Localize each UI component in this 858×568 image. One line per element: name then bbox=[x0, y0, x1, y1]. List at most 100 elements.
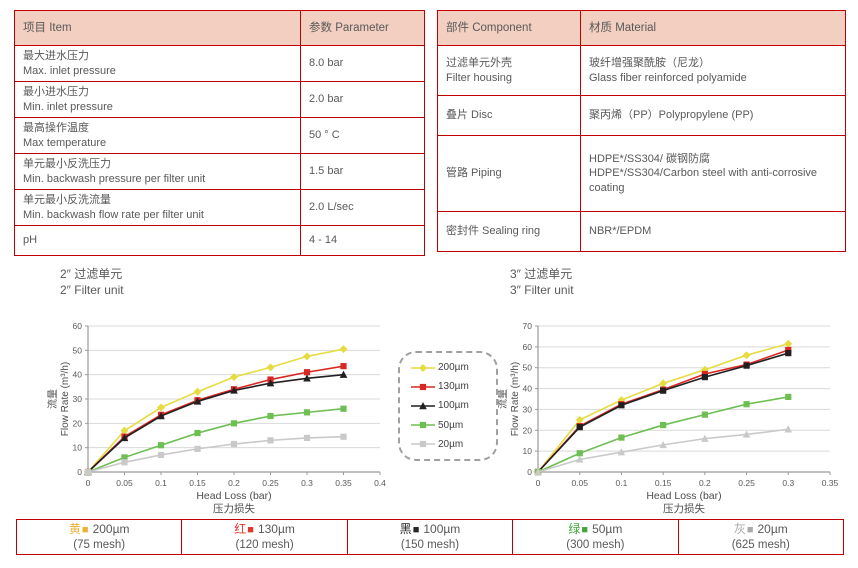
legend-marker-icon bbox=[411, 441, 435, 448]
spec-table: 项目 Item 参数 Parameter 最大进水压力 Max. inlet p… bbox=[14, 10, 425, 256]
material-header-material: 材质 Material bbox=[580, 10, 846, 46]
legend-item: 20µm bbox=[410, 439, 496, 450]
flow-rate-chart-3inch: 0 10 20 30 40 50 60 70 0 0.05 0.1 0.15 0.2 0.25 0.3 0.3… bbox=[496, 321, 839, 515]
chart-legend: 200µm 130µm 100µm 50µm 20µm bbox=[398, 351, 498, 461]
svg-text:流量: 流量 bbox=[46, 389, 59, 409]
svg-text:60: 60 bbox=[523, 342, 533, 352]
spec-item-cell: 单元最小反洗流量 Min. backwash flow rate per fil… bbox=[14, 189, 301, 226]
component-cell: 管路 Piping bbox=[437, 135, 581, 212]
legend-marker-icon bbox=[411, 401, 435, 410]
legend-item: 130µm bbox=[410, 381, 496, 392]
table-row: 最高操作温度 Max temperature 50 ° C bbox=[14, 117, 425, 154]
color-name-zh: 灰 bbox=[733, 522, 746, 536]
spec-value-cell: 8.0 bar bbox=[300, 45, 425, 82]
table-row: 叠片 Disc 聚丙烯（PP）Polypropylene (PP) bbox=[437, 95, 846, 136]
svg-text:压力损失: 压力损失 bbox=[663, 502, 705, 515]
legend-marker-icon bbox=[411, 383, 435, 390]
footer-legend-entry: 红■ 130µm bbox=[182, 522, 346, 538]
spec-value-cell: 1.5 bar bbox=[300, 153, 425, 190]
color-swatch-icon: ■ bbox=[746, 524, 754, 536]
svg-text:30: 30 bbox=[73, 394, 83, 404]
component-cell: 叠片 Disc bbox=[437, 95, 581, 136]
legend-marker-icon bbox=[411, 422, 435, 429]
chart-title-3inch: 3″ 过滤单元 3″ Filter unit bbox=[510, 266, 574, 298]
svg-text:0.1: 0.1 bbox=[616, 478, 628, 488]
svg-text:0: 0 bbox=[536, 478, 541, 488]
svg-text:Flow Rate (m³/h): Flow Rate (m³/h) bbox=[60, 362, 71, 436]
footer-legend-entry: 黑■ 100µm bbox=[348, 522, 512, 538]
footer-legend-cell: 红■ 130µm (120 mesh) bbox=[181, 518, 348, 556]
mesh-size: (625 mesh) bbox=[731, 538, 790, 551]
micron-size: 130µm bbox=[257, 522, 295, 536]
color-name-zh: 黑 bbox=[399, 522, 412, 536]
material-cell: 玻纤增强聚酰胺（尼龙） Glass fiber reinforced polya… bbox=[580, 45, 846, 96]
svg-text:10: 10 bbox=[523, 446, 533, 456]
material-cell: NBR*/EPDM bbox=[580, 211, 846, 252]
legend-label: 50µm bbox=[438, 419, 464, 431]
micron-size: 200µm bbox=[92, 522, 130, 536]
svg-text:0.05: 0.05 bbox=[571, 478, 588, 488]
svg-text:20: 20 bbox=[523, 425, 533, 435]
color-name-zh: 黄 bbox=[68, 522, 81, 536]
table-row: pH 4 - 14 bbox=[14, 225, 425, 256]
spec-header-item: 项目 Item bbox=[14, 10, 301, 46]
color-swatch-icon: ■ bbox=[581, 524, 589, 536]
chart-title-en: 2″ Filter unit bbox=[60, 283, 124, 298]
micron-size: 50µm bbox=[592, 522, 623, 536]
legend-item: 50µm bbox=[410, 420, 496, 431]
spec-item-cell: 单元最小反洗压力 Min. backwash pressure per filt… bbox=[14, 153, 301, 190]
material-table: 部件 Component 材质 Material 过滤单元外壳 Filter h… bbox=[437, 10, 846, 252]
material-cell: HDPE*/SS304/ 碳钢防腐 HDPE*/SS304/Carbon ste… bbox=[580, 135, 846, 212]
color-name-zh: 绿 bbox=[568, 522, 581, 536]
svg-text:0.2: 0.2 bbox=[699, 478, 711, 488]
svg-text:0.2: 0.2 bbox=[228, 478, 240, 488]
footer-legend-entry: 灰■ 20µm bbox=[679, 522, 843, 538]
flow-rate-chart-2inch: 0 10 20 30 40 50 60 0 0.05 0.1 0.15 0.2 0.25 0.3 0.35 0… bbox=[46, 321, 386, 515]
legend-item: 100µm bbox=[410, 400, 496, 411]
table-row: 单元最小反洗压力 Min. backwash pressure per filt… bbox=[14, 153, 425, 190]
svg-text:0.35: 0.35 bbox=[335, 478, 352, 488]
table-row: 过滤单元外壳 Filter housing 玻纤增强聚酰胺（尼龙） Glass … bbox=[437, 45, 846, 96]
svg-text:Head Loss (bar): Head Loss (bar) bbox=[196, 490, 271, 502]
legend-label: 200µm bbox=[438, 362, 469, 374]
color-swatch-icon: ■ bbox=[412, 524, 420, 536]
svg-text:0: 0 bbox=[527, 467, 532, 477]
micron-size: 20µm bbox=[757, 522, 788, 536]
mesh-size: (120 mesh) bbox=[235, 538, 294, 551]
table-row: 密封件 Sealing ring NBR*/EPDM bbox=[437, 211, 846, 252]
svg-text:60: 60 bbox=[73, 321, 83, 331]
footer-legend-cell: 绿■ 50µm (300 mesh) bbox=[512, 518, 679, 556]
legend-label: 130µm bbox=[438, 381, 469, 393]
table-row: 管路 Piping HDPE*/SS304/ 碳钢防腐 HDPE*/SS304/… bbox=[437, 135, 846, 212]
mesh-size: (300 mesh) bbox=[566, 538, 625, 551]
table-row: 单元最小反洗流量 Min. backwash flow rate per fil… bbox=[14, 189, 425, 226]
chart-title-zh: 2″ 过滤单元 bbox=[60, 267, 123, 281]
table-row: 最小进水压力 Min. inlet pressure 2.0 bar bbox=[14, 81, 425, 118]
component-cell: 过滤单元外壳 Filter housing bbox=[437, 45, 581, 96]
svg-text:Head Loss (bar): Head Loss (bar) bbox=[646, 490, 721, 502]
svg-text:20: 20 bbox=[73, 418, 83, 428]
legend-label: 100µm bbox=[438, 400, 469, 412]
svg-text:0: 0 bbox=[86, 478, 91, 488]
table-row: 黄■ 200µm (75 mesh) 红■ 130µm (120 mesh) 黑■ 1… bbox=[15, 518, 845, 556]
svg-text:0: 0 bbox=[77, 467, 82, 477]
chart-title-zh: 3″ 过滤单元 bbox=[510, 267, 573, 281]
spec-item-cell: pH bbox=[14, 225, 301, 256]
legend-marker-icon bbox=[411, 363, 435, 372]
spec-item-cell: 最小进水压力 Min. inlet pressure bbox=[14, 81, 301, 118]
svg-text:0.1: 0.1 bbox=[155, 478, 167, 488]
svg-text:50: 50 bbox=[523, 363, 533, 373]
footer-legend-cell: 黄■ 200µm (75 mesh) bbox=[15, 518, 183, 556]
svg-text:Flow Rate (m³/h): Flow Rate (m³/h) bbox=[510, 362, 521, 436]
spec-header-parameter: 参数 Parameter bbox=[300, 10, 425, 46]
svg-text:0.25: 0.25 bbox=[738, 478, 755, 488]
svg-text:流量: 流量 bbox=[496, 389, 509, 409]
svg-text:压力损失: 压力损失 bbox=[213, 502, 255, 515]
svg-text:50: 50 bbox=[73, 345, 83, 355]
svg-text:0.4: 0.4 bbox=[374, 478, 386, 488]
material-cell: 聚丙烯（PP）Polypropylene (PP) bbox=[580, 95, 846, 136]
svg-text:0.35: 0.35 bbox=[822, 478, 839, 488]
footer-legend-table: 黄■ 200µm (75 mesh) 红■ 130µm (120 mesh) 黑■ 1… bbox=[15, 518, 845, 556]
footer-legend-cell: 黑■ 100µm (150 mesh) bbox=[346, 518, 514, 556]
spec-value-cell: 2.0 L/sec bbox=[300, 189, 425, 226]
